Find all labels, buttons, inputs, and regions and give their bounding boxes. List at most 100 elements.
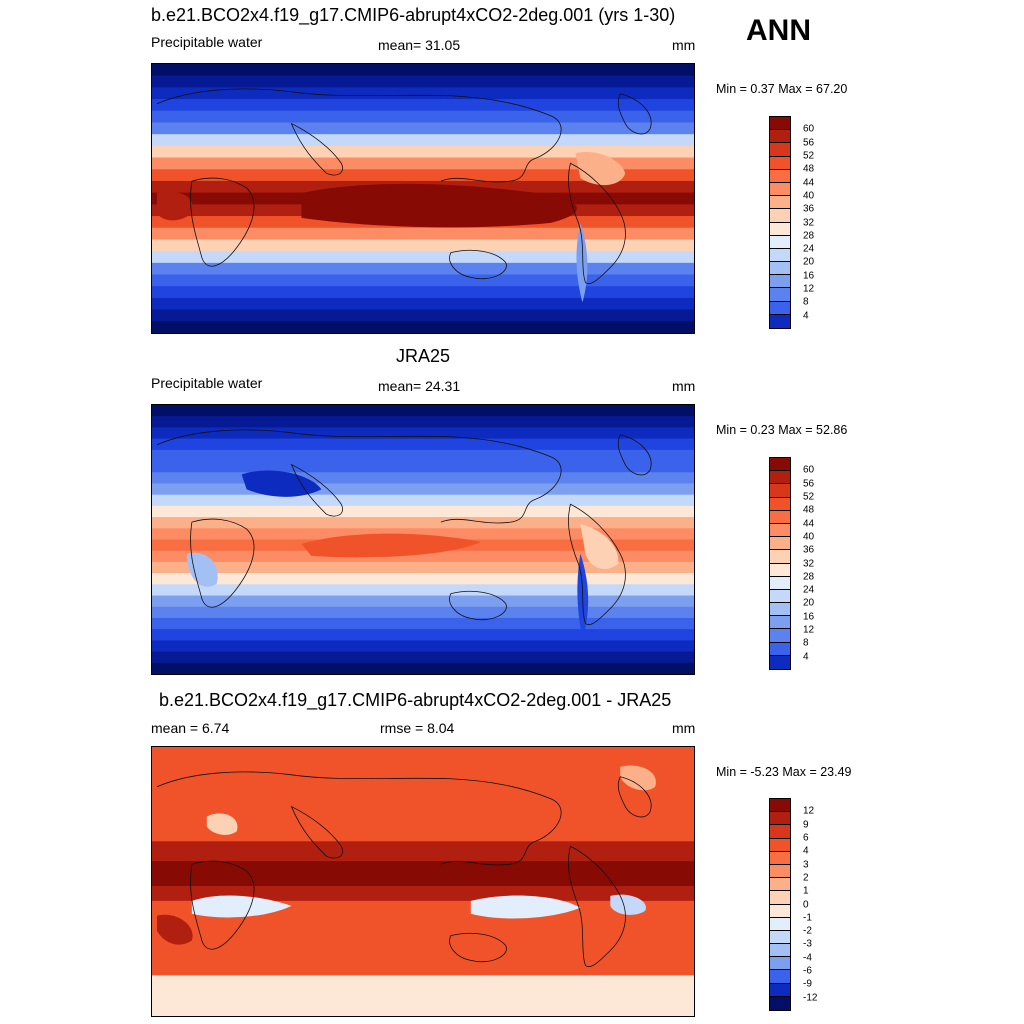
- panel-3-title: b.e21.BCO2x4.f19_g17.CMIP6-abrupt4xCO2-2…: [159, 690, 672, 710]
- colorbar-tick-label: 2: [803, 872, 809, 884]
- colorbar-tick-label: 12: [803, 624, 815, 636]
- colorbar-tick-label: 28: [803, 571, 815, 583]
- colorbar-swatch: [770, 616, 790, 630]
- colorbar-swatch: [770, 957, 790, 971]
- colorbar-tick-label: 56: [803, 137, 815, 149]
- season-label: ANN: [746, 14, 811, 47]
- panel-3-rmse-label: rmse = 8.04: [380, 720, 455, 736]
- colorbar-tick-label: -9: [803, 978, 812, 990]
- colorbar-swatch: [770, 799, 790, 813]
- colorbar-swatch: [770, 944, 790, 958]
- colorbar-swatch: [770, 497, 790, 511]
- colorbar-tick-label: 12: [803, 283, 815, 295]
- panel-2-map-image: [152, 405, 694, 674]
- colorbar-swatch: [770, 471, 790, 485]
- colorbar-tick-label: -4: [803, 952, 812, 964]
- colorbar-swatch: [770, 235, 790, 249]
- colorbar-tick-label: 1: [803, 885, 809, 897]
- panel-3-minmax: Min = -5.23 Max = 23.49: [716, 765, 852, 779]
- colorbar-swatch: [770, 576, 790, 590]
- colorbar-tick-label: 40: [803, 190, 815, 202]
- colorbar-swatch: [770, 143, 790, 157]
- colorbar-tick-label: 60: [803, 123, 815, 135]
- panel-2-variable-label: Precipitable water: [151, 375, 263, 391]
- colorbar-swatch: [770, 209, 790, 223]
- colorbar-tick-label: -6: [803, 965, 812, 977]
- colorbar-tick-label: 6: [803, 832, 809, 844]
- panel-2-mean-label: mean= 24.31: [378, 378, 461, 394]
- panel-3-map: [151, 746, 695, 1017]
- panel-2-minmax: Min = 0.23 Max = 52.86: [716, 423, 848, 437]
- colorbar-tick-label: 4: [803, 310, 809, 322]
- colorbar-swatch: [770, 563, 790, 577]
- colorbar-tick-label: 52: [803, 150, 815, 162]
- colorbar-swatch: [770, 655, 790, 669]
- colorbar-tick-label: 8: [803, 296, 809, 308]
- colorbar-swatch: [770, 130, 790, 144]
- colorbar-swatch: [770, 589, 790, 604]
- panel-1-colorbar: [769, 116, 791, 329]
- colorbar-swatch: [770, 523, 790, 538]
- colorbar-tick-label: 20: [803, 597, 815, 609]
- colorbar-tick-label: 28: [803, 230, 815, 242]
- colorbar-swatch: [770, 182, 790, 197]
- colorbar-tick-label: -2: [803, 925, 812, 937]
- panel-1-map: [151, 63, 695, 334]
- colorbar-tick-label: 16: [803, 270, 815, 282]
- colorbar-swatch: [770, 904, 790, 918]
- colorbar-tick-label: 36: [803, 544, 815, 556]
- colorbar-swatch: [770, 484, 790, 498]
- colorbar-swatch: [770, 930, 790, 945]
- colorbar-swatch: [770, 891, 790, 905]
- colorbar-swatch: [770, 169, 790, 183]
- colorbar-swatch: [770, 603, 790, 617]
- panel-1-variable-label: Precipitable water: [151, 34, 263, 50]
- colorbar-swatch: [770, 825, 790, 839]
- colorbar-tick-label: 16: [803, 611, 815, 623]
- colorbar-swatch: [770, 275, 790, 289]
- panel-2-colorbar: [769, 457, 791, 670]
- colorbar-swatch: [770, 996, 790, 1010]
- colorbar-tick-label: 52: [803, 491, 815, 503]
- panel-1-map-image: [152, 64, 694, 333]
- colorbar-swatch: [770, 288, 790, 302]
- colorbar-tick-label: 3: [803, 859, 809, 871]
- colorbar-swatch: [770, 629, 790, 643]
- panel-1-mean-label: mean= 31.05: [378, 37, 461, 53]
- panel-3-units-label: mm: [672, 720, 696, 736]
- colorbar-swatch: [770, 156, 790, 170]
- colorbar-swatch: [770, 196, 790, 210]
- panel-1-minmax: Min = 0.37 Max = 67.20: [716, 82, 848, 96]
- panel-3-mean-label: mean = 6.74: [151, 720, 230, 736]
- colorbar-tick-label: 56: [803, 478, 815, 490]
- panel-3-map-image: [152, 747, 694, 1016]
- colorbar-tick-label: 20: [803, 256, 815, 268]
- colorbar-swatch: [770, 262, 790, 276]
- panel-1-title: b.e21.BCO2x4.f19_g17.CMIP6-abrupt4xCO2-2…: [151, 5, 676, 25]
- colorbar-swatch: [770, 917, 790, 931]
- panel-3-colorbar: [769, 798, 791, 1011]
- colorbar-swatch: [770, 117, 790, 131]
- colorbar-tick-label: 4: [803, 651, 809, 663]
- colorbar-swatch: [770, 851, 790, 865]
- colorbar-swatch: [770, 878, 790, 892]
- panel-2-units-label: mm: [672, 378, 696, 394]
- colorbar-swatch: [770, 550, 790, 564]
- colorbar-tick-label: 4: [803, 845, 809, 857]
- colorbar-swatch: [770, 642, 790, 656]
- colorbar-tick-label: 9: [803, 819, 809, 831]
- panel-2-title: JRA25: [396, 346, 451, 366]
- colorbar-tick-label: 36: [803, 203, 815, 215]
- colorbar-tick-label: -1: [803, 912, 812, 924]
- colorbar-swatch: [770, 864, 790, 879]
- colorbar-swatch: [770, 222, 790, 236]
- colorbar-tick-label: 60: [803, 464, 815, 476]
- colorbar-tick-label: 24: [803, 584, 815, 596]
- colorbar-tick-label: 48: [803, 163, 815, 175]
- colorbar-tick-label: 44: [803, 177, 815, 189]
- colorbar-swatch: [770, 301, 790, 315]
- colorbar-swatch: [770, 970, 790, 984]
- colorbar-tick-label: 48: [803, 504, 815, 516]
- colorbar-tick-label: 24: [803, 243, 815, 255]
- colorbar-tick-label: 40: [803, 531, 815, 543]
